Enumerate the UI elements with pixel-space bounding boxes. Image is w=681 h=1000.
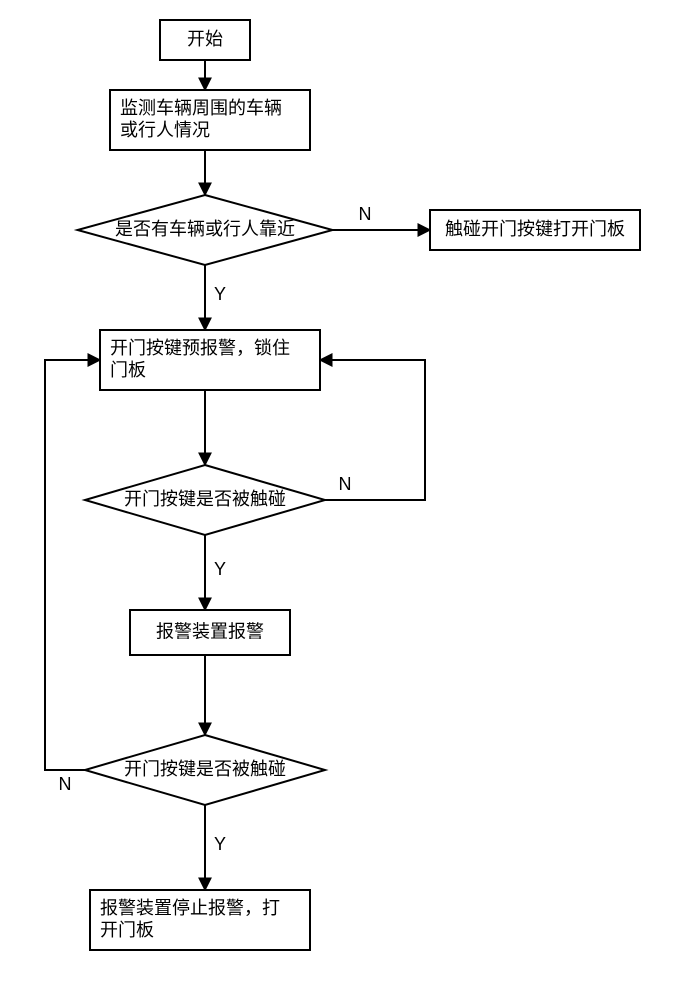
- svg-text:开门按键预报警，锁住: 开门按键预报警，锁住: [110, 338, 290, 358]
- edge-label-2: N: [359, 204, 372, 224]
- node-d2: 开门按键是否被触碰: [85, 465, 325, 535]
- svg-text:开门板: 开门板: [100, 920, 154, 940]
- edge-label-3: Y: [214, 284, 226, 304]
- node-d3: 开门按键是否被触碰: [85, 735, 325, 805]
- node-touch: 触碰开门按键打开门板: [430, 210, 640, 250]
- edge-label-8: N: [59, 774, 72, 794]
- svg-text:触碰开门按键打开门板: 触碰开门按键打开门板: [445, 219, 625, 239]
- svg-text:报警装置停止报警，打: 报警装置停止报警，打: [100, 898, 280, 918]
- svg-text:开门按键是否被触碰: 开门按键是否被触碰: [124, 759, 286, 779]
- svg-text:报警装置报警: 报警装置报警: [156, 621, 264, 641]
- svg-text:开门按键是否被触碰: 开门按键是否被触碰: [124, 489, 286, 509]
- node-alarm: 报警装置报警: [130, 610, 290, 655]
- node-start: 开始: [160, 20, 250, 60]
- node-stop: 报警装置停止报警，打开门板: [90, 890, 310, 950]
- svg-text:门板: 门板: [110, 360, 146, 380]
- node-monitor: 监测车辆周围的车辆或行人情况: [110, 90, 310, 150]
- edge-8: [45, 360, 100, 770]
- node-d1: 是否有车辆或行人靠近: [78, 195, 333, 265]
- edge-label-9: Y: [214, 834, 226, 854]
- edge-label-6: Y: [214, 559, 226, 579]
- svg-text:或行人情况: 或行人情况: [120, 120, 210, 140]
- edge-5: [320, 360, 425, 500]
- edge-label-5: N: [339, 474, 352, 494]
- svg-text:是否有车辆或行人靠近: 是否有车辆或行人靠近: [115, 219, 295, 239]
- svg-text:开始: 开始: [187, 29, 223, 49]
- svg-text:监测车辆周围的车辆: 监测车辆周围的车辆: [120, 98, 282, 118]
- node-prealarm: 开门按键预报警，锁住门板: [100, 330, 320, 390]
